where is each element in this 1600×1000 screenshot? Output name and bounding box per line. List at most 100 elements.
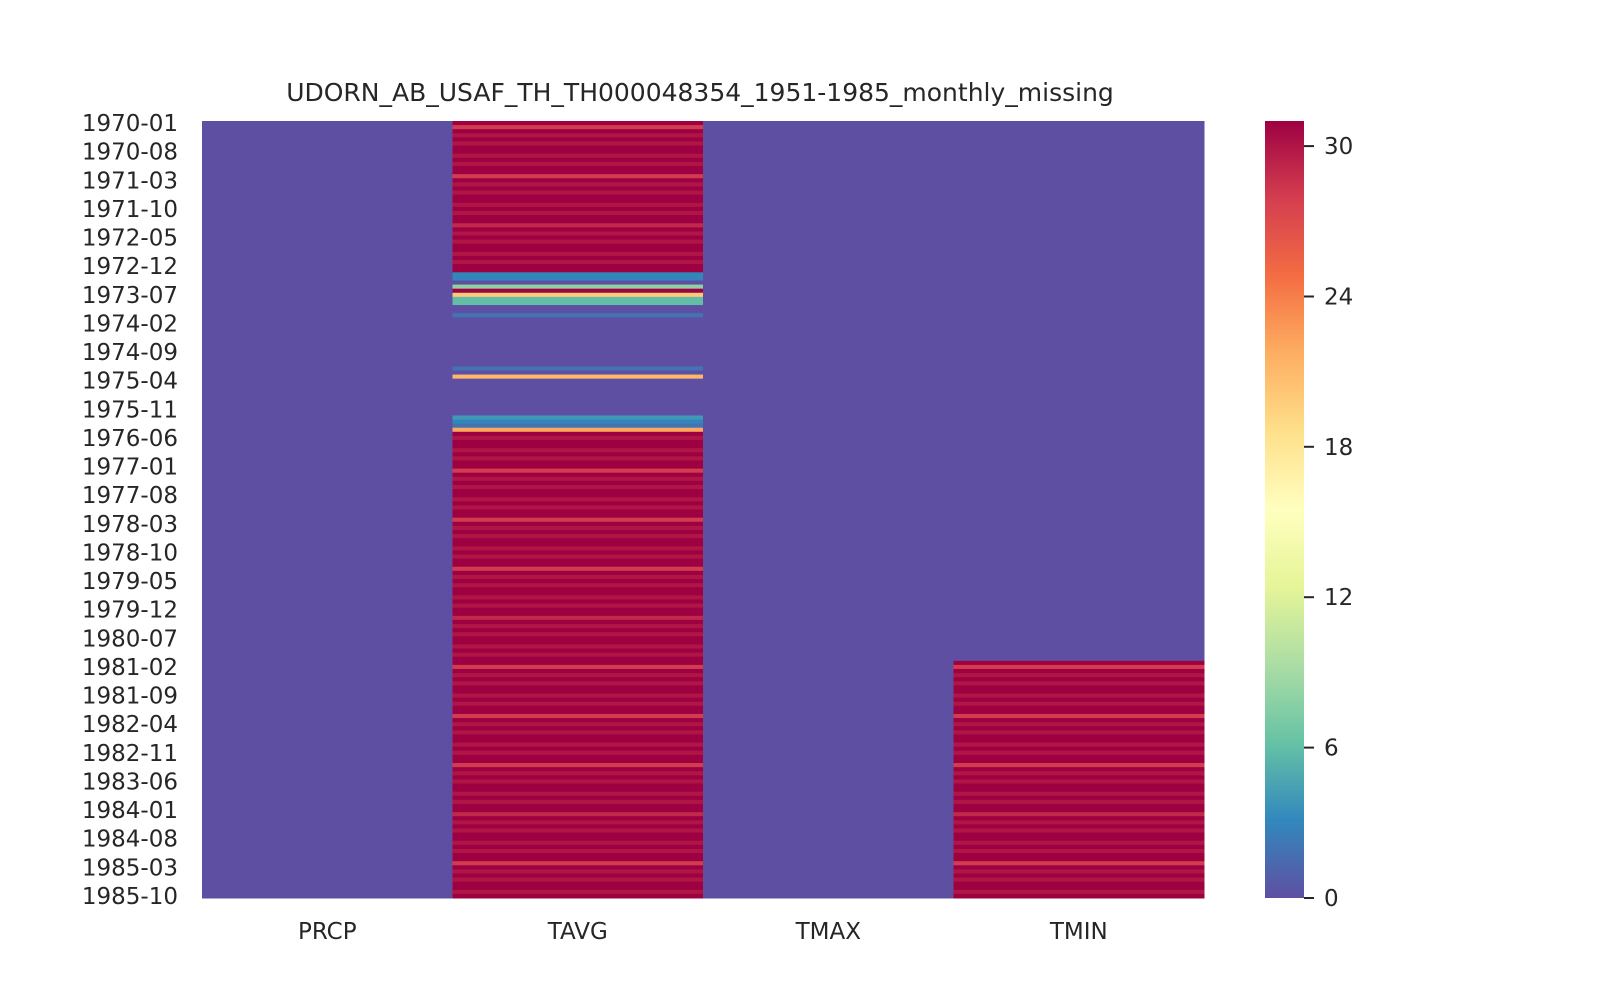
heatmap-cell: [953, 718, 1205, 723]
heatmap-cell: [202, 174, 453, 179]
heatmap-cell: [953, 378, 1205, 384]
heatmap-cell: [703, 247, 954, 253]
heatmap-cell: [202, 456, 453, 461]
heatmap-cell: [452, 235, 704, 241]
heatmap-cell: [703, 251, 954, 257]
heatmap-cell: [703, 296, 954, 302]
y-tick-label: 1984-01: [82, 798, 178, 824]
heatmap-cell: [452, 382, 704, 388]
heatmap-cell: [953, 758, 1205, 764]
heatmap-cell: [953, 337, 1205, 343]
heatmap-cell: [703, 121, 954, 126]
heatmap-cell: [953, 808, 1205, 813]
heatmap-cell: [202, 390, 453, 396]
heatmap-cell: [953, 701, 1205, 707]
y-tick-label: 1972-12: [82, 254, 178, 280]
heatmap-cell: [953, 194, 1205, 200]
heatmap-cell: [703, 701, 954, 707]
heatmap-cell: [202, 423, 453, 429]
heatmap-cell: [202, 767, 453, 772]
heatmap-cell: [452, 272, 704, 277]
heatmap-cell: [953, 272, 1205, 277]
heatmap-cell: [703, 501, 954, 506]
heatmap-cell: [202, 632, 453, 637]
y-tick-label: 1972-05: [82, 226, 178, 252]
heatmap-cell: [703, 165, 954, 171]
heatmap-cell: [202, 407, 453, 412]
heatmap-cell: [703, 869, 954, 874]
heatmap-cell: [703, 742, 954, 748]
heatmap-cell: [202, 309, 453, 314]
heatmap-cell: [703, 329, 954, 335]
heatmap-cell: [703, 746, 954, 752]
heatmap-cell: [202, 742, 453, 748]
heatmap-cell: [703, 133, 954, 138]
heatmap-cell: [202, 873, 453, 879]
heatmap-cell: [953, 652, 1205, 658]
heatmap-cell: [452, 419, 704, 425]
heatmap-cell: [953, 812, 1205, 817]
heatmap-cell: [202, 538, 453, 543]
heatmap-cell: [202, 292, 453, 298]
heatmap-cell: [953, 484, 1205, 490]
heatmap-cell: [452, 317, 704, 322]
heatmap-cell: [953, 456, 1205, 461]
heatmap-cell: [703, 607, 954, 613]
heatmap-cell: [953, 828, 1205, 834]
heatmap-cell: [202, 435, 453, 441]
heatmap-cell: [703, 493, 954, 498]
heatmap-cell: [953, 697, 1205, 703]
heatmap-cell: [202, 394, 453, 400]
heatmap-cell: [703, 141, 954, 147]
heatmap-cell: [452, 799, 704, 805]
heatmap-cell: [452, 885, 704, 891]
heatmap-cell: [953, 865, 1205, 870]
heatmap-cell: [703, 816, 954, 821]
heatmap-cell: [452, 816, 704, 821]
heatmap-cell: [452, 337, 704, 343]
heatmap-cell: [452, 121, 704, 126]
heatmap-cell: [452, 198, 704, 204]
heatmap-cell: [202, 149, 453, 155]
heatmap-cell: [452, 268, 704, 273]
heatmap-cell: [202, 656, 453, 662]
heatmap-cell: [953, 542, 1205, 547]
heatmap-cell: [953, 538, 1205, 543]
heatmap-cell: [202, 587, 453, 592]
heatmap-cell: [953, 260, 1205, 265]
heatmap-cell: [452, 329, 704, 335]
heatmap-cell: [703, 803, 954, 809]
y-tick-label: 1979-12: [82, 598, 178, 624]
heatmap-cell: [703, 452, 954, 457]
heatmap-cell: [202, 677, 453, 682]
y-tick-label: 1974-02: [82, 311, 178, 337]
heatmap-cell: [953, 161, 1205, 167]
heatmap-cell: [202, 137, 453, 142]
heatmap-cell: [703, 513, 954, 519]
heatmap-cell: [452, 170, 704, 175]
heatmap-cell: [452, 660, 704, 666]
heatmap-cell: [703, 791, 954, 797]
heatmap-cell: [202, 803, 453, 809]
heatmap-cell: [703, 624, 954, 629]
heatmap-cell: [703, 223, 954, 228]
heatmap-cell: [202, 284, 453, 290]
heatmap-cell: [202, 493, 453, 498]
heatmap-cell: [452, 374, 704, 380]
heatmap-cell: [953, 795, 1205, 801]
heatmap-cell: [703, 243, 954, 249]
heatmap-cell: [703, 321, 954, 326]
colorbar: [1265, 121, 1304, 898]
heatmap-cell: [202, 652, 453, 658]
heatmap-cell: [202, 476, 453, 482]
heatmap-cell: [202, 689, 453, 695]
heatmap-cell: [703, 231, 954, 237]
heatmap-cell: [953, 472, 1205, 478]
heatmap-cell: [202, 161, 453, 167]
heatmap-cell: [953, 546, 1205, 551]
heatmap-cell: [202, 276, 453, 281]
heatmap-cell: [953, 149, 1205, 155]
heatmap-cell: [953, 296, 1205, 302]
y-tick-label: 1978-10: [82, 540, 178, 566]
